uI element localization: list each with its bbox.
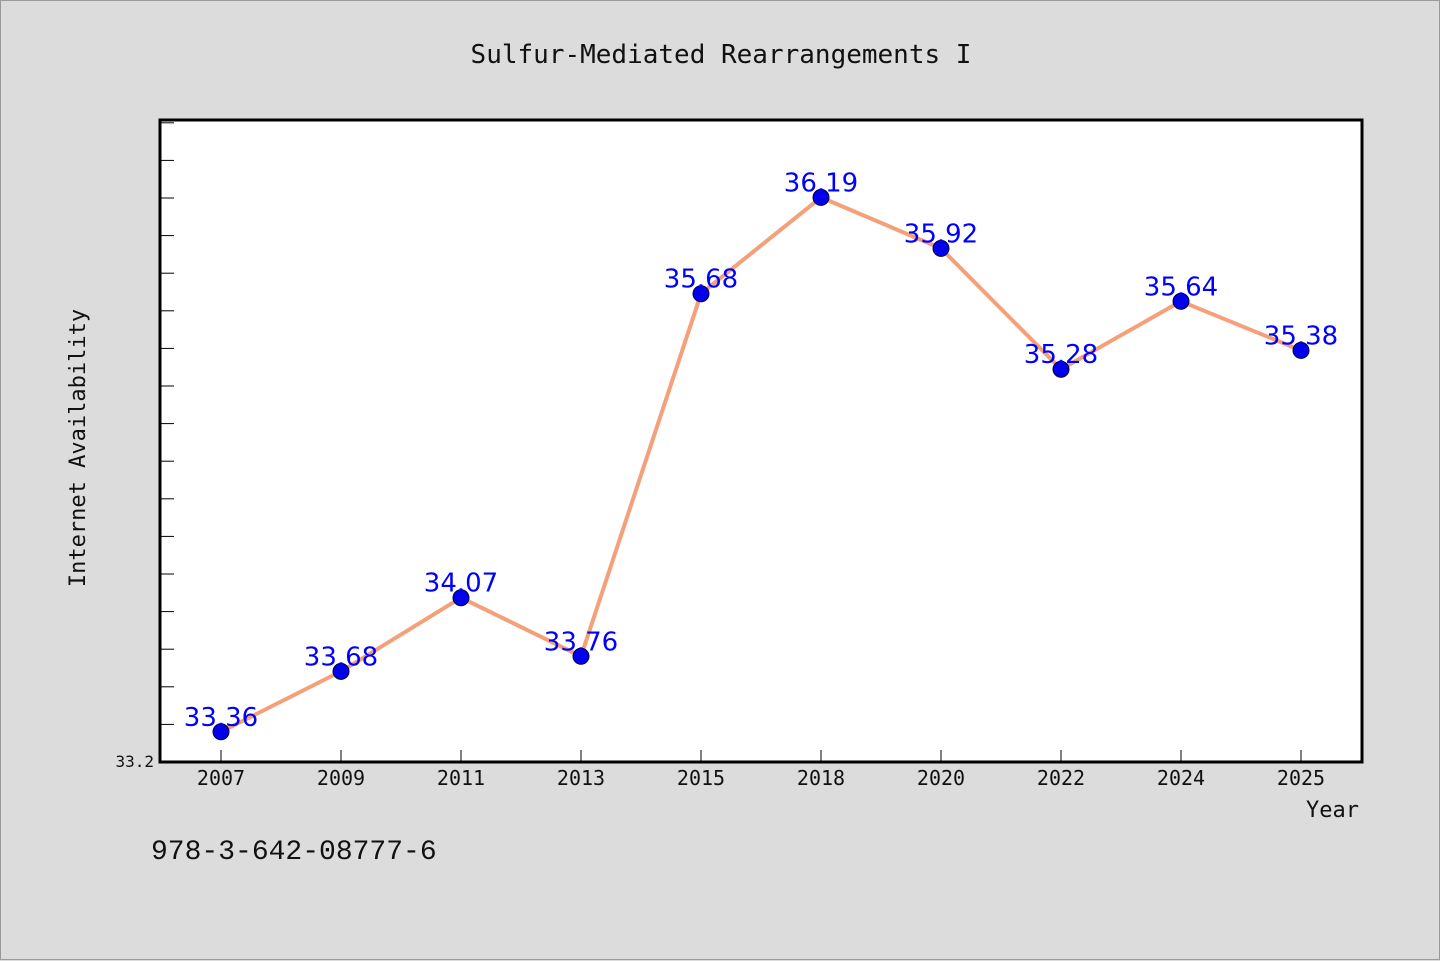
x-tick-label: 2011 (437, 766, 485, 790)
x-tick-label: 2013 (557, 766, 605, 790)
data-labels: 33.36 33.68 34.07 33.76 35.68 36.19 35.92 35.28… (184, 168, 1338, 732)
data-label: 34.07 (424, 569, 498, 599)
data-markers (212, 188, 1310, 741)
y-axis-ticks (160, 122, 174, 725)
series-line (220, 195, 1302, 734)
data-point (572, 647, 590, 665)
x-tick-label: 2018 (797, 766, 845, 790)
isbn-footnote: 978-3-642-08777-6 (151, 837, 437, 868)
data-point (692, 285, 710, 303)
data-point (812, 188, 830, 206)
data-label: 35.38 (1264, 321, 1338, 351)
x-tick-label: 2007 (197, 766, 245, 790)
data-label: 35.92 (904, 219, 978, 249)
x-tick-label: 2009 (317, 766, 365, 790)
data-label: 35.64 (1144, 272, 1218, 302)
x-tick-label: 2024 (1157, 766, 1205, 790)
x-axis-title: Year (1306, 798, 1359, 823)
data-label: 33.76 (544, 627, 618, 657)
plot-area (158, 118, 1364, 764)
data-point (452, 589, 470, 607)
x-tick-label: 2015 (677, 766, 725, 790)
data-point (1052, 360, 1070, 378)
x-tick-label: 2020 (917, 766, 965, 790)
data-label: 33.36 (184, 703, 258, 733)
data-label: 35.68 (664, 265, 738, 295)
chart-title: Sulfur-Mediated Rearrangements I (471, 40, 972, 70)
x-tick-label: 2025 (1277, 766, 1325, 790)
data-label: 35.28 (1024, 340, 1098, 370)
data-label: 36.19 (784, 168, 858, 198)
data-point (1172, 292, 1190, 310)
y-axis-min-label: 33.2 (115, 752, 154, 771)
data-point (1292, 341, 1310, 359)
data-point (212, 723, 230, 741)
data-label: 33.68 (304, 642, 378, 672)
data-point (332, 662, 350, 680)
x-tick-label: 2022 (1037, 766, 1085, 790)
y-axis-title: Internet Availability (66, 309, 91, 587)
x-axis-ticks (220, 750, 1302, 762)
data-point (932, 239, 950, 257)
x-axis-labels: 2007 2009 2011 2013 2015 2018 2020 2022 2024 2025 (197, 766, 1325, 790)
